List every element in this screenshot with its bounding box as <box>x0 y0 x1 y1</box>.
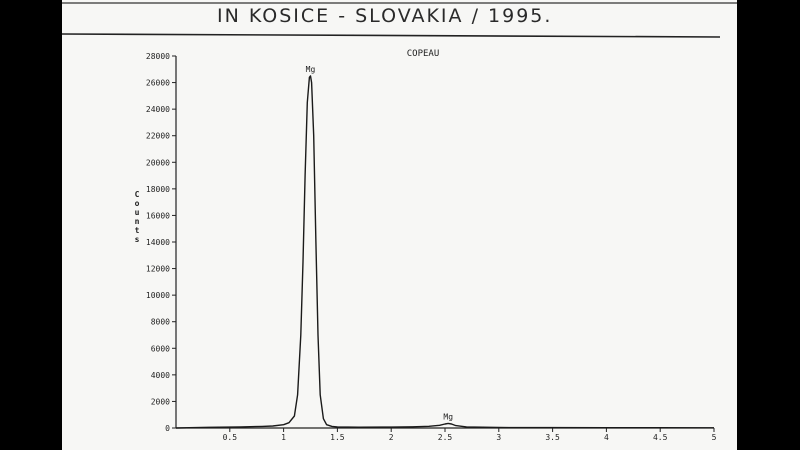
annotations: Mg Mg <box>306 65 454 421</box>
x-tick-label: 4 <box>604 433 609 442</box>
y-ticks: 0 2000 4000 6000 8000 10000 12000 14000 16000 180… <box>146 52 176 433</box>
plot-area <box>175 75 715 429</box>
x-tick-label: 2 <box>389 433 394 442</box>
y-tick-label: 4000 <box>151 371 170 380</box>
peak-label: Mg <box>306 65 316 74</box>
y-tick-label: 16000 <box>146 211 170 220</box>
y-tick-label: 24000 <box>146 105 170 114</box>
y-tick-label: 28000 <box>146 52 170 61</box>
y-tick-label: 2000 <box>151 397 170 406</box>
x-tick-label: 3 <box>496 433 501 442</box>
x-tick-label: 3.5 <box>545 433 560 442</box>
y-tick-label: 14000 <box>146 238 170 247</box>
x-tick-label: 2.5 <box>438 433 453 442</box>
y-tick-label: 12000 <box>146 265 170 274</box>
header-rule <box>62 33 721 38</box>
y-tick-label: 20000 <box>146 158 170 167</box>
y-tick-label: 6000 <box>151 344 170 353</box>
y-tick-label: 0 <box>165 424 170 433</box>
x-tick-label: 0.5 <box>223 433 238 442</box>
y-tick-label: 22000 <box>146 132 170 141</box>
x-tick-label: 5 <box>712 433 717 442</box>
y-tick-label: 8000 <box>151 318 170 327</box>
y-tick-label: 18000 <box>146 185 170 194</box>
y-axis-label: Counts <box>133 190 142 244</box>
x-tick-label: 1 <box>281 433 286 442</box>
chart-svg: IN KOSICE - SLOVAKIA / 1995. COPEAU Coun… <box>62 2 737 442</box>
x-tick-label: 4.5 <box>653 433 668 442</box>
handwritten-note: IN KOSICE - SLOVAKIA / 1995. <box>217 5 552 27</box>
scanned-page: IN KOSICE - SLOVAKIA / 1995. COPEAU Coun… <box>62 0 737 450</box>
x-ticks: 0.5 1 1.5 2 2.5 3 3.5 4 4.5 5 <box>223 428 717 442</box>
spectrum-line <box>175 75 715 429</box>
chart-title: COPEAU <box>407 49 440 59</box>
y-tick-label: 10000 <box>146 291 170 300</box>
peak-label: Mg <box>443 412 453 421</box>
y-tick-label: 26000 <box>146 79 170 88</box>
x-tick-label: 1.5 <box>330 433 345 442</box>
